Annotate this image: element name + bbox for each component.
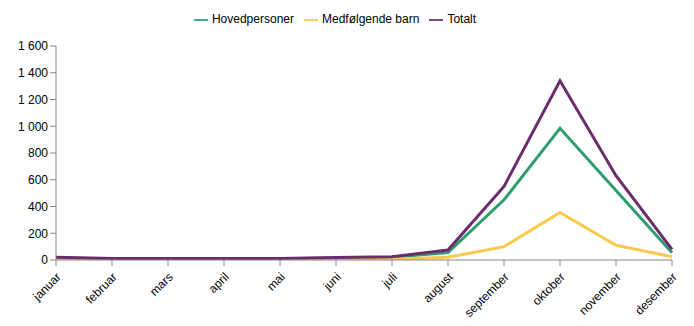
svg-text:800: 800 xyxy=(28,146,48,160)
svg-text:august: august xyxy=(420,269,456,305)
svg-text:mars: mars xyxy=(147,270,176,299)
svg-text:1 000: 1 000 xyxy=(18,120,48,134)
svg-text:1 600: 1 600 xyxy=(18,39,48,53)
svg-text:oktober: oktober xyxy=(530,270,568,308)
svg-text:desember: desember xyxy=(632,270,680,318)
svg-text:september: september xyxy=(462,270,512,318)
svg-text:400: 400 xyxy=(28,200,48,214)
svg-text:juli: juli xyxy=(379,270,400,291)
svg-text:februar: februar xyxy=(83,270,120,307)
svg-text:november: november xyxy=(576,270,624,318)
svg-text:200: 200 xyxy=(28,227,48,241)
svg-text:1 200: 1 200 xyxy=(18,93,48,107)
html-text:Medfølgende barn: Medfølgende barn xyxy=(322,12,420,26)
svg-text:mai: mai xyxy=(264,270,288,294)
svg-text:0: 0 xyxy=(41,253,48,267)
html-text:Totalt: Totalt xyxy=(447,12,477,26)
svg-text:april: april xyxy=(206,270,232,296)
html-text:Hovedpersoner: Hovedpersoner xyxy=(211,12,294,26)
svg-text:juni: juni xyxy=(320,270,344,294)
svg-text:600: 600 xyxy=(28,173,48,187)
svg-text:januar: januar xyxy=(30,270,64,304)
svg-text:1 400: 1 400 xyxy=(18,66,48,80)
